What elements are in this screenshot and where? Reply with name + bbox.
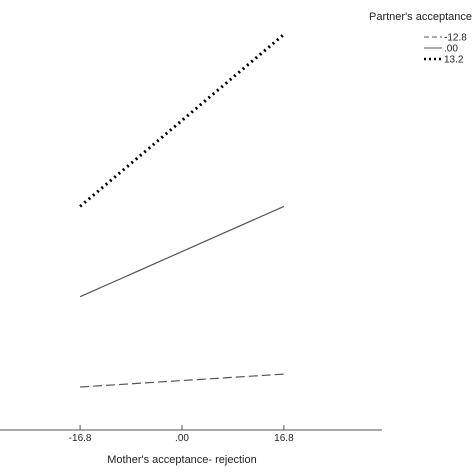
x-axis-title: Mother's acceptance- rejection (107, 454, 256, 466)
series-line-dashed (80, 373, 284, 388)
x-tick-label: 16.8 (274, 433, 294, 444)
series-line-dotted (79, 33, 285, 208)
series-line-solid (79, 205, 285, 298)
x-tick-label: -16.8 (69, 433, 92, 444)
legend-label: 13.2 (444, 55, 464, 66)
legend-title: Partner's acceptance (369, 11, 472, 23)
legend-label: .00 (444, 44, 458, 55)
x-ticks: -16.8 .00 16.8 (69, 425, 294, 444)
series-layer (79, 33, 285, 388)
x-tick-label: .00 (175, 433, 189, 444)
legend-label: -12.8 (444, 33, 467, 44)
